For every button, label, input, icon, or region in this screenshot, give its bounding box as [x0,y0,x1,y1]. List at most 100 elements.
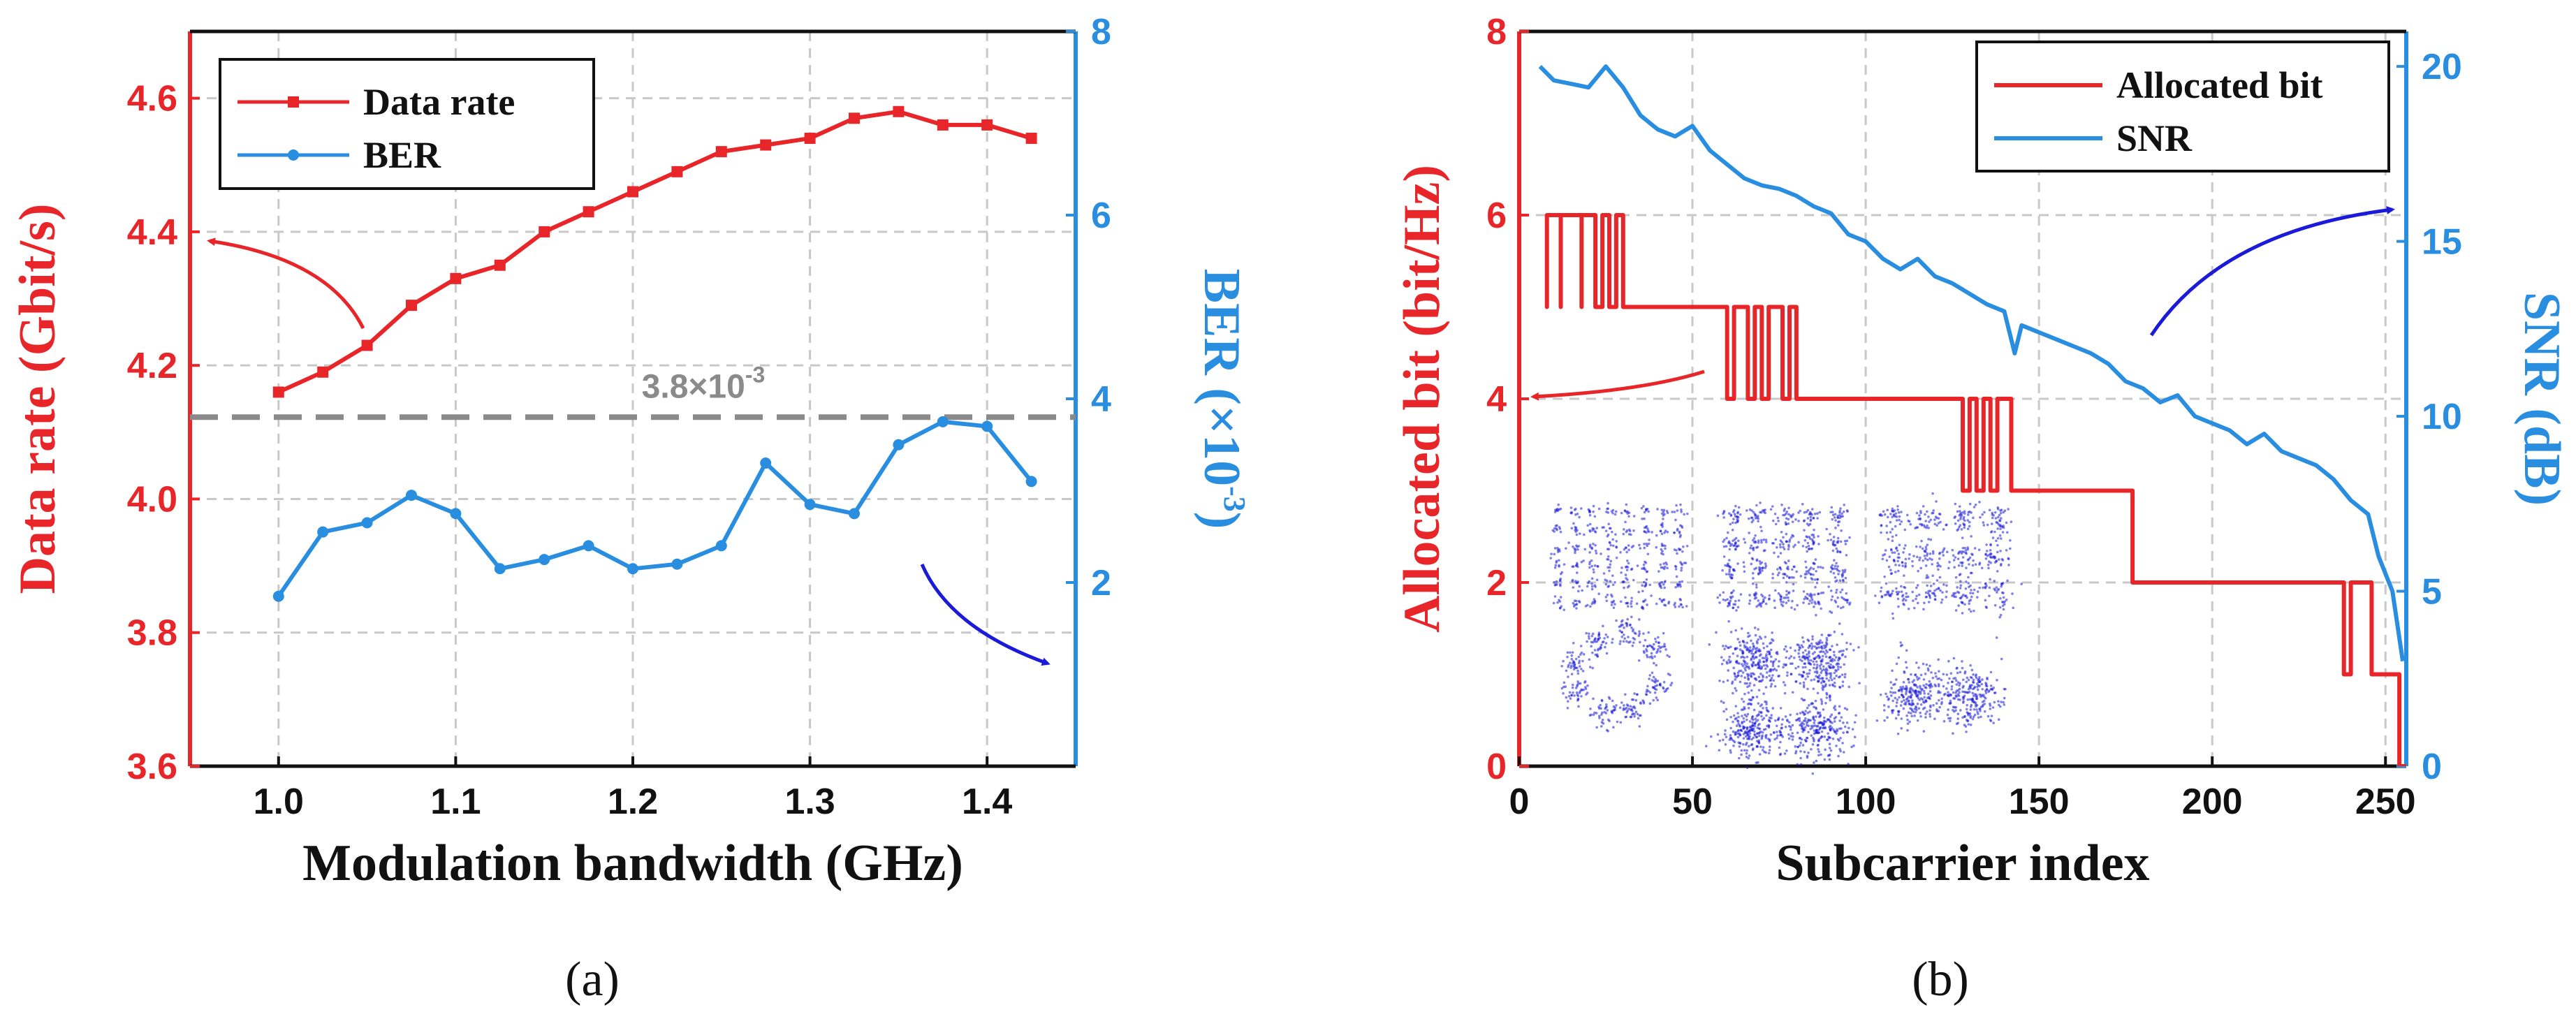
constellation-dot [1743,570,1746,573]
constellation-dot [1935,524,1938,527]
constellation-dot [1825,738,1829,741]
constellation-dot [1764,596,1766,599]
constellation-dot [1728,570,1731,573]
constellation-dot [2010,520,2013,523]
constellation-dot [1757,603,1760,607]
constellation-dot [1685,512,1689,515]
constellation-dot [1633,692,1636,695]
constellation-dot [1929,552,1932,555]
constellation-dot [1961,678,1965,682]
constellation-dot [1756,719,1759,721]
constellation-dot [1772,542,1776,545]
constellation-dot [1879,589,1882,593]
constellation-dot [1758,566,1761,569]
constellation-dot [1567,664,1570,667]
constellation-dot [1663,531,1666,534]
constellation-dot [1751,547,1755,550]
constellation-dot [1798,744,1801,747]
constellation-dot [1579,653,1582,656]
constellation-dot [1628,624,1632,627]
constellation-dot [1883,594,1887,596]
constellation-dot [1785,517,1788,520]
constellation-dot [1838,650,1841,653]
constellation-dot [1839,591,1842,594]
constellation-dot [1801,651,1805,654]
constellation-dot [1588,530,1592,533]
constellation-dot [1797,520,1800,522]
constellation-dot [1836,596,1839,599]
constellation-dot [1595,552,1598,555]
constellation-dot [2003,687,2006,691]
constellation-dot [1780,727,1783,730]
constellation-dot [1773,668,1776,670]
constellation-dot [1634,632,1637,636]
constellation-dot [1963,546,1966,550]
constellation-dot [1783,684,1787,687]
constellation-dot [1777,675,1780,678]
constellation-dot [1891,711,1894,714]
constellation-dot [1969,716,1973,719]
constellation-dot [1787,596,1790,599]
constellation-dot [1759,673,1762,675]
constellation-dot [1571,683,1574,687]
constellation-dot [1967,678,1970,682]
constellation-dot [1645,654,1648,657]
constellation-dot [1897,511,1901,514]
constellation-dot [1913,714,1916,717]
constellation-dot [1592,568,1595,571]
constellation-dot [1785,581,1788,584]
constellation-dot [1553,584,1557,587]
constellation-dot [1791,568,1794,571]
constellation-dot [1593,564,1597,567]
constellation-dot [1741,652,1745,655]
constellation-dot [1762,692,1765,696]
constellation-dot [1907,678,1910,681]
constellation-dot [1901,690,1903,693]
constellation-dot [1583,680,1587,683]
constellation-dot [1658,597,1662,601]
constellation-dot [1829,736,1831,740]
constellation-dot [1937,710,1940,713]
constellation-dot [1831,564,1834,567]
data-point-data-rate [361,339,373,351]
constellation-dot [1566,700,1569,703]
constellation-dot [1824,655,1828,659]
constellation-dot [1739,593,1743,596]
constellation-dot [1605,599,1609,603]
constellation-dot [1832,536,1836,538]
constellation-dot [1901,694,1904,697]
constellation-dot [1678,548,1681,551]
constellation-dot [1787,559,1790,562]
constellation-dot [1927,515,1930,518]
constellation-dot [1588,560,1592,564]
constellation-dot [1653,691,1657,694]
constellation-dot [1733,513,1736,515]
constellation-dot [1752,736,1755,740]
constellation-dot [1966,691,1969,694]
constellation-dot [1803,750,1806,754]
constellation-dot [1845,539,1849,543]
constellation-dot [1727,659,1731,661]
constellation-dot [1806,638,1809,641]
constellation-dot [1725,545,1728,548]
constellation-dot [1729,715,1732,719]
constellation-dot [1782,545,1785,549]
constellation-dot [1757,520,1759,523]
constellation-dot [1959,584,1963,587]
constellation-dot [1991,516,1994,520]
constellation-dot [1906,722,1910,725]
constellation-dot [1813,536,1815,539]
constellation-dot [1806,675,1810,678]
constellation-dot [1597,507,1601,511]
constellation-dot [1625,601,1627,605]
constellation-dot [1614,510,1618,513]
constellation-dot [1923,550,1926,553]
y-right-tick-label-a: 4 [1091,379,1111,420]
constellation-dot [1997,718,2000,721]
constellation-dot [1929,690,1932,693]
constellation-dot [1655,696,1658,699]
constellation-dot [1954,691,1958,694]
constellation-dot [1666,654,1669,657]
constellation-dot [1586,524,1590,527]
constellation-dot [1588,637,1590,640]
